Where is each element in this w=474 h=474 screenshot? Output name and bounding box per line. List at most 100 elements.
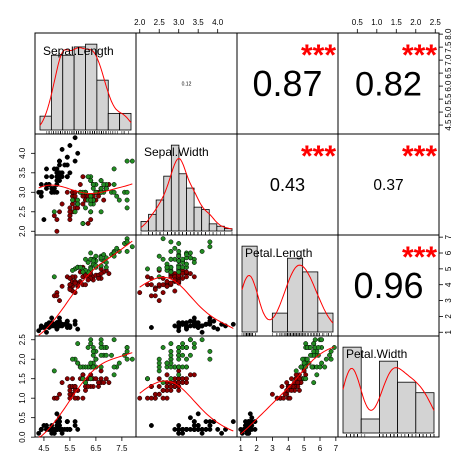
scatter-point (160, 387, 166, 393)
axis-tick-label: 1.5 (391, 18, 403, 27)
scatter-point (191, 419, 197, 425)
scatter-point (191, 274, 197, 280)
scatter-point (72, 395, 78, 401)
scatter-point (187, 415, 193, 421)
scatter-point (64, 419, 70, 425)
scatter-point (57, 315, 62, 321)
scatter-point (129, 356, 135, 362)
scatter-point (106, 380, 112, 386)
scatter-point (41, 217, 47, 223)
variable-label: Petal.Width (346, 347, 407, 361)
scatter-point (57, 174, 62, 180)
scatter-point (303, 376, 309, 382)
scatter-point (124, 189, 130, 195)
scatter-point (168, 239, 174, 245)
axis-tick-label: 0.5 (18, 412, 27, 424)
scatter-point (51, 430, 57, 436)
scatter-point (72, 209, 78, 215)
scatter-point (51, 209, 57, 215)
scatter-point (160, 345, 166, 350)
scatter-point (44, 166, 49, 172)
histogram-bar (208, 223, 218, 232)
scatter-point (57, 391, 62, 397)
scatter-point (314, 372, 320, 378)
scatter-point (106, 271, 112, 277)
scatter-point (319, 337, 325, 343)
scatter-point (54, 189, 60, 195)
scatter-point (191, 260, 197, 265)
density-curve (241, 264, 334, 324)
smooth-line (139, 276, 234, 329)
scatter-point (176, 364, 182, 370)
scatter-point (172, 245, 178, 251)
scatter-point (72, 135, 78, 141)
scatter-point (67, 170, 73, 176)
scatter-point (83, 256, 88, 262)
scatter-point (281, 395, 286, 401)
scatter-point (195, 320, 201, 326)
scatter-point (80, 201, 86, 207)
scatter-point (160, 236, 166, 242)
axis-tick-label: 2.5 (18, 334, 27, 346)
scatter-point (88, 217, 94, 223)
scatter-point (156, 298, 162, 304)
scatter-point (96, 380, 101, 386)
scatter-point (176, 323, 182, 329)
axis-tick-label: 7 (334, 444, 339, 453)
scatter-point (98, 352, 104, 358)
scatter-point (176, 380, 182, 386)
scatter-point (83, 205, 88, 211)
scatter-point (90, 364, 96, 370)
scatter-point (156, 376, 162, 382)
scatter-point (296, 387, 302, 393)
histogram-bar (178, 173, 187, 232)
scatter-point (88, 376, 94, 382)
axis-tick-label: 2.0 (18, 225, 27, 237)
axis-tick-label: 2.5 (154, 18, 166, 27)
scatter-point (176, 241, 182, 246)
scatter-point (328, 348, 334, 354)
histogram-bar (155, 199, 165, 232)
scatter-point (176, 423, 182, 428)
scatter-point (49, 189, 55, 195)
scatter-point (114, 193, 120, 199)
axis-tick-label: 5.5 (444, 93, 453, 105)
scatter-point (38, 426, 44, 432)
panel-frame (337, 335, 440, 438)
scatter-point (187, 426, 193, 432)
scatter-point (164, 360, 170, 366)
scatter-point (309, 364, 315, 370)
scatter-point (72, 318, 78, 324)
scatter-point (148, 325, 154, 330)
scatter-point (80, 395, 86, 401)
scatter-point (62, 321, 68, 327)
scatter-point (64, 174, 70, 180)
scatter-point (315, 345, 321, 350)
scatter-point (311, 380, 317, 386)
scatter-point (98, 376, 104, 382)
scatter-point (64, 154, 70, 160)
scatter-point (191, 315, 197, 321)
scatter-point (199, 337, 205, 343)
scatter-point (36, 328, 42, 334)
correlation-value: 0.87 (252, 63, 322, 104)
scatter-point (88, 209, 94, 215)
axis-tick-label: 6.5 (444, 67, 453, 79)
axis-tick-label: 0.5 (352, 18, 364, 27)
scatter-point (83, 380, 88, 386)
scatter-point (203, 426, 209, 432)
scatter-point (319, 360, 325, 366)
scatter-point (129, 158, 135, 164)
scatter-point (72, 384, 78, 389)
scatter-point (244, 426, 250, 432)
scatter-point (252, 419, 258, 425)
scatter-point (57, 158, 62, 164)
axis-tick-label: 4 (444, 282, 453, 287)
scatter-point (51, 166, 57, 172)
scatter-point (59, 430, 65, 436)
scatter-point (67, 287, 73, 292)
scatter-point (54, 293, 60, 299)
scatter-point (298, 364, 304, 370)
scatter-point (85, 277, 91, 283)
histogram-bar (302, 271, 319, 333)
